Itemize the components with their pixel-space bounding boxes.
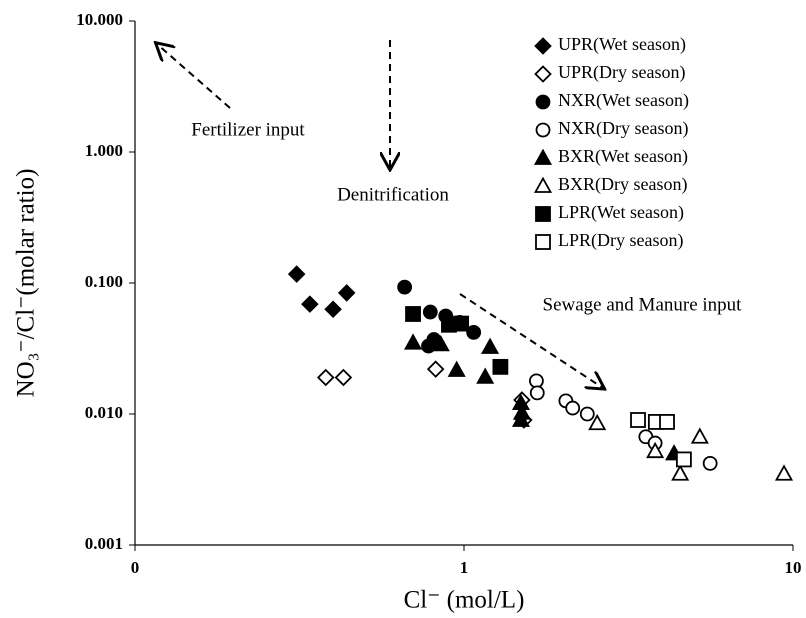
point — [671, 464, 690, 481]
point — [529, 385, 545, 401]
point — [447, 360, 466, 377]
legend-marker — [535, 234, 551, 250]
x-tick-label: 0 — [131, 558, 140, 577]
point — [287, 265, 306, 283]
point — [579, 406, 595, 422]
annotation: Denitrification — [337, 184, 449, 205]
point — [646, 441, 665, 459]
point — [529, 373, 544, 389]
legend-label: NXR(Dry season) — [558, 118, 688, 139]
point — [422, 304, 438, 320]
point — [334, 368, 353, 387]
point — [301, 295, 319, 313]
legend-label: LPR(Wet season) — [558, 202, 684, 223]
legend-label: UPR(Dry season) — [558, 62, 686, 83]
point — [466, 324, 482, 340]
point — [512, 403, 531, 420]
point — [324, 300, 342, 319]
point — [316, 368, 335, 387]
x-axis-label: Cl⁻ (mol/L) — [404, 587, 525, 614]
legend-label: LPR(Dry season) — [558, 230, 683, 251]
legend-label: NXR(Wet season) — [558, 90, 689, 111]
legend-marker — [534, 37, 552, 55]
point — [492, 358, 509, 375]
y-tick-label: 0.010 — [85, 403, 123, 422]
point — [404, 333, 423, 350]
point — [630, 412, 646, 428]
y-tick-label: 0.001 — [85, 534, 123, 553]
point — [453, 315, 470, 332]
y-tick-label: 0.100 — [85, 272, 123, 291]
x-tick-label: 1 — [460, 558, 469, 577]
legend-label: BXR(Dry season) — [558, 174, 687, 195]
y-tick-label: 1.000 — [85, 141, 123, 160]
legend-marker — [535, 122, 551, 138]
point — [426, 360, 445, 378]
point — [690, 427, 709, 444]
point — [659, 414, 675, 430]
point — [675, 451, 692, 468]
arrow — [157, 44, 231, 109]
legend-marker — [533, 176, 553, 193]
point — [337, 284, 356, 302]
point — [481, 337, 500, 354]
point — [774, 464, 794, 481]
point — [431, 335, 450, 352]
point — [565, 400, 581, 416]
legend-label: BXR(Wet season) — [558, 146, 688, 167]
point — [476, 367, 495, 384]
y-axis-label: NO₃⁻/Cl⁻(molar ratio) — [13, 169, 40, 398]
x-tick-label: 10 — [785, 558, 802, 577]
legend-marker — [535, 206, 551, 222]
y-tick-label: 10.000 — [76, 10, 123, 29]
annotation: Sewage and Manure input — [543, 294, 743, 315]
legend-marker — [534, 65, 552, 83]
point — [405, 306, 421, 322]
legend-marker — [535, 94, 551, 110]
point — [702, 455, 718, 471]
point — [588, 413, 607, 431]
annotation: Fertilizer input — [191, 119, 305, 140]
arrow — [459, 293, 603, 388]
legend-marker — [533, 148, 553, 165]
point — [397, 279, 413, 295]
legend-label: UPR(Wet season) — [558, 34, 686, 55]
